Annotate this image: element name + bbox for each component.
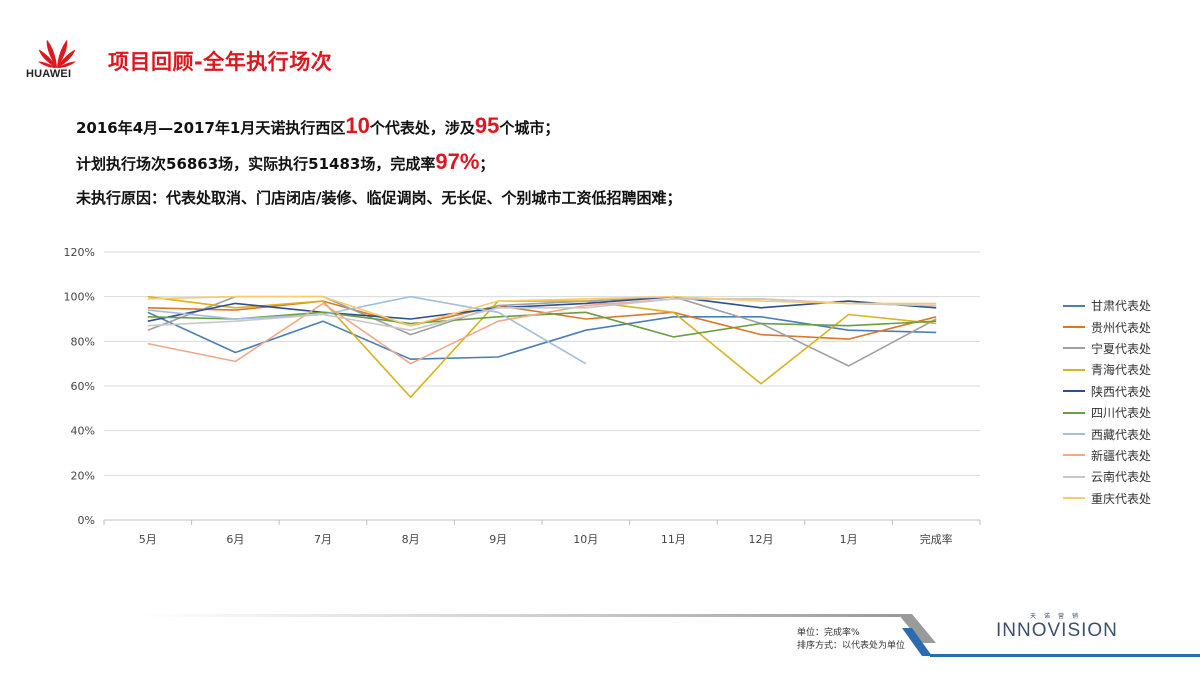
highlight-number: 97%: [435, 149, 480, 174]
legend-item: 甘肃代表处: [1063, 295, 1151, 316]
sort-label: 排序方式：以代表处为单位: [797, 641, 906, 651]
legend-item: 宁夏代表处: [1063, 338, 1151, 359]
footer-note: 单位：完成率% 排序方式：以代表处为单位: [797, 627, 905, 653]
series-line: [147, 295, 937, 322]
legend-swatch-icon: [1063, 304, 1085, 307]
unit-label: 单位：完成率%: [797, 628, 860, 638]
legend-item: 新疆代表处: [1063, 445, 1151, 466]
legend-swatch-icon: [1063, 497, 1085, 500]
legend-swatch-icon: [1063, 475, 1085, 478]
legend-label: 四川代表处: [1091, 406, 1152, 421]
x-tick-label: 5月: [139, 533, 157, 546]
bullet-text: 计划执行场次56863场，实际执行51483场，完成率: [76, 155, 436, 173]
legend-swatch-icon: [1063, 326, 1085, 329]
legend-label: 宁夏代表处: [1091, 341, 1152, 356]
bullet-text: 个城市；: [499, 119, 560, 137]
highlight-number: 95: [474, 113, 500, 138]
x-tick-label: 9月: [489, 533, 507, 546]
footer-decoration: [140, 614, 1200, 657]
legend-item: 贵州代表处: [1063, 316, 1151, 337]
x-tick-label: 完成率: [920, 532, 953, 546]
bullet-reasons: 未执行原因：代表处取消、门店闭店/装修、临促调岗、无长促、个别城市工资低招聘困难…: [76, 180, 681, 216]
legend-item: 青海代表处: [1063, 359, 1151, 380]
series-line: [147, 311, 937, 360]
legend-label: 青海代表处: [1091, 363, 1152, 378]
legend-item: 四川代表处: [1063, 402, 1151, 423]
legend-label: 贵州代表处: [1091, 320, 1152, 335]
x-tick-label: 10月: [573, 533, 598, 546]
brand-logo: INNOVISION: [996, 620, 1118, 641]
legend-label: 云南代表处: [1091, 470, 1152, 485]
page-title: 项目回顾-全年执行场次: [108, 50, 333, 74]
highlight-number: 10: [345, 113, 370, 138]
legend-swatch-icon: [1063, 347, 1085, 350]
bullet-text: 2016年4月—2017年1月天诺执行西区: [76, 119, 346, 137]
x-tick-label: 7月: [314, 533, 332, 546]
legend-label: 甘肃代表处: [1091, 299, 1152, 314]
legend-swatch-icon: [1063, 454, 1085, 457]
chart-legend: 甘肃代表处贵州代表处宁夏代表处青海代表处陕西代表处四川代表处西藏代表处新疆代表处…: [1063, 295, 1151, 509]
y-tick-label: 60%: [71, 380, 95, 393]
series-line: [147, 298, 937, 365]
bullet-text: 个代表处，涉及: [369, 119, 475, 137]
series-line: [147, 311, 937, 338]
x-tick-label: 11月: [661, 533, 686, 546]
legend-item: 重庆代表处: [1063, 488, 1151, 509]
legend-label: 新疆代表处: [1091, 448, 1152, 463]
legend-label: 陕西代表处: [1091, 384, 1152, 399]
y-tick-label: 20%: [71, 469, 95, 482]
legend-swatch-icon: [1063, 411, 1085, 414]
series-line: [147, 295, 587, 365]
bullet-text: ；: [479, 155, 495, 173]
brand-cn: 天诺营销: [1030, 613, 1087, 620]
series-line: [147, 298, 937, 331]
logo-text: HUAWEI: [26, 68, 72, 80]
legend-item: 云南代表处: [1063, 466, 1151, 487]
legend-swatch-icon: [1063, 390, 1085, 393]
legend-label: 西藏代表处: [1091, 427, 1152, 442]
legend-swatch-icon: [1063, 433, 1085, 436]
series-line: [147, 295, 937, 327]
x-tick-label: 1月: [840, 533, 858, 546]
legend-label: 重庆代表处: [1091, 491, 1152, 506]
bullet-text: 未执行原因：代表处取消、门店闭店/装修、临促调岗、无长促、个别城市工资低招聘困难…: [76, 189, 682, 207]
x-tick-label: 12月: [749, 533, 774, 546]
y-tick-label: 80%: [71, 335, 95, 348]
legend-item: 陕西代表处: [1063, 381, 1151, 402]
series-line: [147, 300, 937, 340]
legend-item: 西藏代表处: [1063, 423, 1151, 444]
bullet-scope: 2016年4月—2017年1月天诺执行西区10个代表处，涉及95个城市；: [76, 108, 681, 144]
series-line: [147, 295, 937, 398]
huawei-logo-icon: [38, 39, 76, 69]
x-tick-label: 8月: [402, 533, 420, 546]
y-tick-label: 120%: [64, 246, 95, 259]
y-tick-label: 100%: [64, 291, 95, 304]
summary-bullets: 2016年4月—2017年1月天诺执行西区10个代表处，涉及95个城市； 计划执…: [76, 108, 681, 216]
x-tick-label: 6月: [226, 533, 244, 546]
bullet-completion: 计划执行场次56863场，实际执行51483场，完成率97%；: [76, 144, 681, 180]
y-tick-label: 0%: [78, 514, 95, 527]
legend-swatch-icon: [1063, 368, 1085, 371]
y-tick-label: 40%: [71, 425, 95, 438]
